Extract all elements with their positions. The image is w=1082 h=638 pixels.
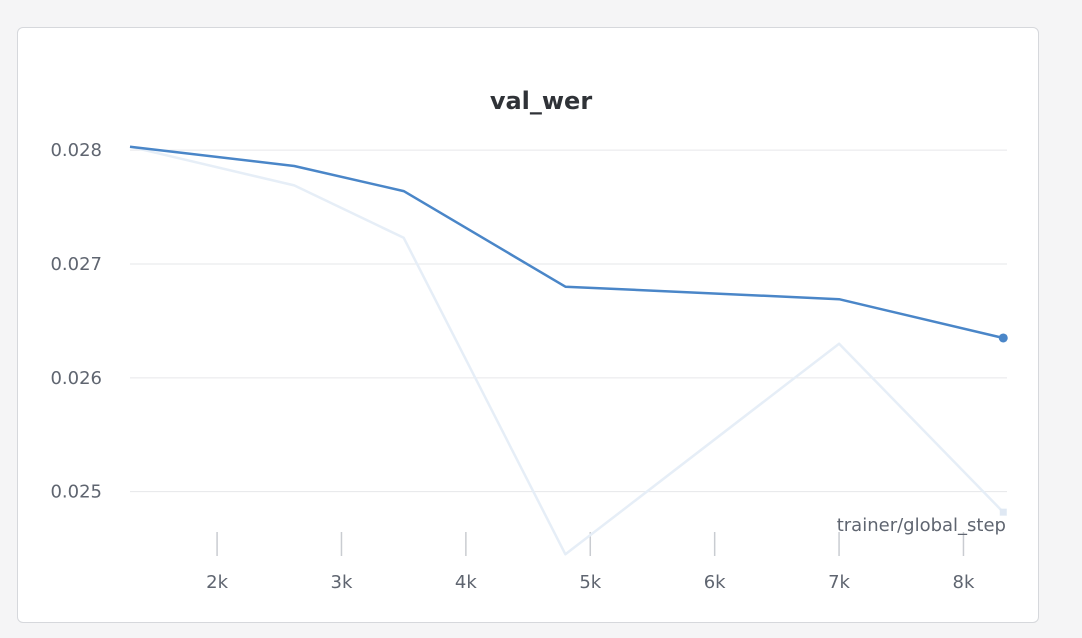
- x-tick-label: 2k: [206, 572, 228, 593]
- raw-series-endpoint: [999, 508, 1007, 516]
- y-axis-ticks: 0.025 0.026 0.027 0.028: [50, 140, 102, 503]
- x-tick-label: 7k: [828, 572, 850, 593]
- y-tick-label: 0.026: [50, 368, 102, 389]
- grid-lines: [130, 149, 1007, 493]
- smoothed-series-line: [129, 145, 1004, 340]
- chart-title: val_wer: [490, 87, 593, 115]
- x-axis-ticks: 2k 3k 4k 5k 6k 7k 8k: [206, 532, 975, 593]
- x-tick-label: 8k: [953, 572, 975, 593]
- y-tick-label: 0.027: [50, 254, 102, 275]
- y-tick-label: 0.028: [50, 140, 102, 161]
- series-lines: [129, 145, 1008, 556]
- x-tick-label: 5k: [579, 572, 601, 593]
- x-tick-label: 4k: [455, 572, 477, 593]
- x-axis-label: trainer/global_step: [837, 515, 1006, 536]
- smoothed-series-endpoint: [998, 333, 1008, 343]
- chart-panel: [17, 27, 1039, 623]
- raw-series-line: [129, 145, 1005, 556]
- x-tick-label: 6k: [704, 572, 726, 593]
- y-tick-label: 0.025: [50, 482, 102, 503]
- x-tick-label: 3k: [331, 572, 353, 593]
